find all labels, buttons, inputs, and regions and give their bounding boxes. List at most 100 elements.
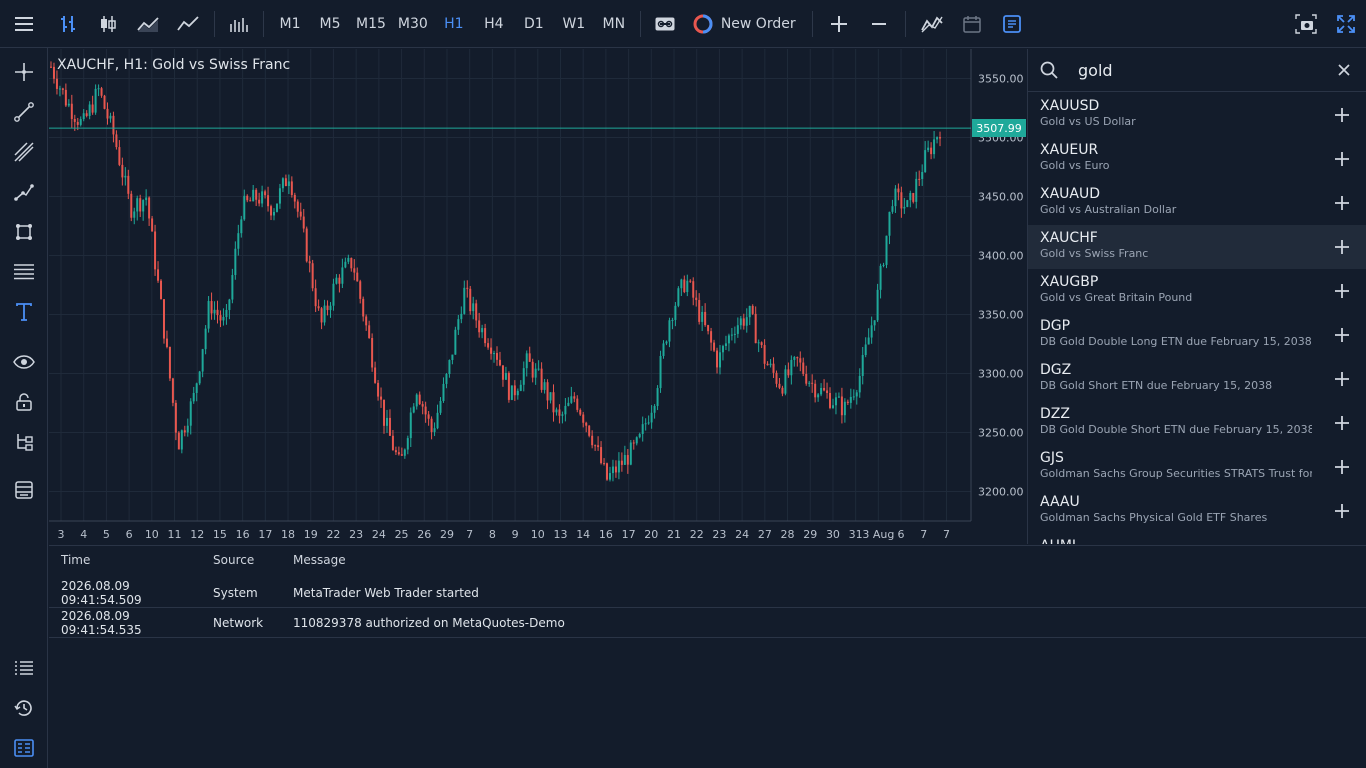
candle-body [808, 382, 811, 384]
add-symbol-icon[interactable] [1331, 412, 1353, 434]
candle-body [713, 342, 716, 351]
zoom-out-icon[interactable] [859, 0, 899, 48]
timeframe-h4[interactable]: H4 [484, 15, 504, 32]
journal-icon[interactable] [0, 728, 48, 768]
candle-body [160, 280, 163, 300]
bar-chart-type-icon[interactable] [48, 0, 88, 48]
symbol-result-item[interactable]: DGZ DB Gold Short ETN due February 15, 20… [1028, 357, 1366, 401]
add-symbol-icon[interactable] [1331, 104, 1353, 126]
add-symbol-icon[interactable] [1331, 368, 1353, 390]
candle-body [665, 341, 668, 344]
add-symbol-icon[interactable] [1331, 148, 1353, 170]
candle-body [933, 139, 936, 155]
templates-icon[interactable] [992, 0, 1032, 48]
symbol-result-item[interactable]: GJS Goldman Sachs Group Securities STRATS… [1028, 445, 1366, 489]
trend-line-icon[interactable] [0, 92, 48, 132]
lock-icon[interactable] [0, 382, 48, 422]
symbol-result-item[interactable]: XAUCHF Gold vs Swiss Franc [1028, 225, 1366, 269]
candle-body [133, 211, 136, 218]
date-tick-label: 26 [417, 528, 431, 541]
zoom-in-icon[interactable] [819, 0, 859, 48]
polyline-icon[interactable] [0, 172, 48, 212]
candle-body [204, 328, 207, 350]
fullscreen-icon[interactable] [1326, 0, 1366, 48]
clear-search-icon[interactable] [1322, 64, 1366, 76]
candle-body [451, 354, 454, 361]
history-icon[interactable] [0, 688, 48, 728]
candle-body [510, 385, 513, 400]
journal-row[interactable]: 2026.08.09 09:41:54.535 Network 11082937… [49, 608, 1366, 638]
candle-body [891, 206, 894, 212]
timeframe-m30[interactable]: M30 [397, 15, 428, 32]
new-order-button[interactable]: New Order [683, 0, 806, 48]
candlestick-type-icon[interactable] [88, 0, 128, 48]
symbol-result-item[interactable]: AUMI [1028, 533, 1366, 544]
crosshair-icon[interactable] [0, 52, 48, 92]
visibility-eye-icon[interactable] [0, 342, 48, 382]
date-tick-label: 21 [667, 528, 681, 541]
timeframe-w1[interactable]: W1 [562, 15, 586, 32]
candle-body [927, 147, 930, 151]
calendar-icon[interactable] [952, 0, 992, 48]
timeframe-h1[interactable]: H1 [444, 15, 464, 32]
timeframe-m1[interactable]: M1 [279, 15, 301, 32]
indicators-icon[interactable] [221, 0, 257, 48]
column-header-time[interactable]: Time [61, 553, 91, 567]
symbol-result-item[interactable]: DGP DB Gold Double Long ETN due February … [1028, 313, 1366, 357]
timeframe-mn[interactable]: MN [602, 15, 626, 32]
symbol-result-item[interactable]: XAUUSD Gold vs US Dollar [1028, 93, 1366, 137]
timeframe-m15[interactable]: M15 [356, 15, 386, 32]
fibonacci-icon[interactable] [0, 252, 48, 292]
screenshot-icon[interactable] [1286, 0, 1326, 48]
data-window-icon[interactable] [0, 470, 48, 510]
indicator-lines-icon[interactable] [912, 0, 952, 48]
add-symbol-icon[interactable] [1331, 236, 1353, 258]
timeframe-m5[interactable]: M5 [319, 15, 341, 32]
menu-icon[interactable] [0, 0, 48, 48]
symbol-result-item[interactable]: XAUEUR Gold vs Euro [1028, 137, 1366, 181]
candle-body [448, 360, 451, 374]
drawing-toolbar [0, 48, 48, 768]
symbol-result-item[interactable]: DZZ DB Gold Double Short ETN due February… [1028, 401, 1366, 445]
add-symbol-icon[interactable] [1331, 500, 1353, 522]
symbol-result-item[interactable]: XAUGBP Gold vs Great Britain Pound [1028, 269, 1366, 313]
channel-icon[interactable] [0, 132, 48, 172]
candle-body [258, 199, 261, 204]
symbol-description: DB Gold Double Long ETN due February 15,… [1040, 335, 1312, 348]
text-tool-icon[interactable] [0, 292, 48, 332]
candle-body [638, 433, 641, 438]
candle-body [522, 368, 525, 385]
candle-body [710, 331, 713, 343]
chart-canvas[interactable]: 3 4 5 6 10 11 12 15 16 17 18 19 22 23 24 25 26 29 7 8 9 10 13 1… [49, 49, 1026, 544]
candle-body [469, 288, 472, 312]
area-chart-type-icon[interactable] [128, 0, 168, 48]
date-tick-label: 12 [190, 528, 204, 541]
journal-row[interactable]: 2026.08.09 09:41:54.509 System MetaTrade… [49, 578, 1366, 608]
shapes-icon[interactable] [0, 212, 48, 252]
add-symbol-icon[interactable] [1331, 456, 1353, 478]
column-header-source[interactable]: Source [213, 553, 255, 567]
line-chart-type-icon[interactable] [168, 0, 208, 48]
price-tick-label: 3200.00 [978, 486, 1024, 499]
add-symbol-icon[interactable] [1331, 280, 1353, 302]
candle-body [317, 306, 320, 309]
symbol-result-item[interactable]: XAUAUD Gold vs Australian Dollar [1028, 181, 1366, 225]
search-input[interactable]: gold [1078, 60, 1113, 80]
column-header-message[interactable]: Message [293, 553, 346, 567]
object-tree-icon[interactable] [0, 422, 48, 462]
candle-body [252, 189, 255, 202]
price-chart[interactable]: 3 4 5 6 10 11 12 15 16 17 18 19 22 23 24 25 26 29 7 8 9 10 13 1… [49, 49, 1026, 544]
add-symbol-icon[interactable] [1331, 192, 1353, 214]
symbol-result-item[interactable]: AAAU Goldman Sachs Physical Gold ETF Shar… [1028, 489, 1366, 533]
add-symbol-icon[interactable] [1331, 324, 1353, 346]
candle-body [231, 275, 234, 300]
candle-body [573, 396, 576, 399]
candle-body [686, 280, 689, 293]
one-click-trading-icon[interactable] [647, 0, 683, 48]
market-watch-list-icon[interactable] [0, 648, 48, 688]
date-tick-label: 10 [531, 528, 545, 541]
timeframe-d1[interactable]: D1 [523, 15, 544, 32]
price-tick-label: 3300.00 [978, 368, 1024, 381]
date-tick-label: 23 [712, 528, 726, 541]
symbol-name: AAAU [1040, 494, 1080, 510]
